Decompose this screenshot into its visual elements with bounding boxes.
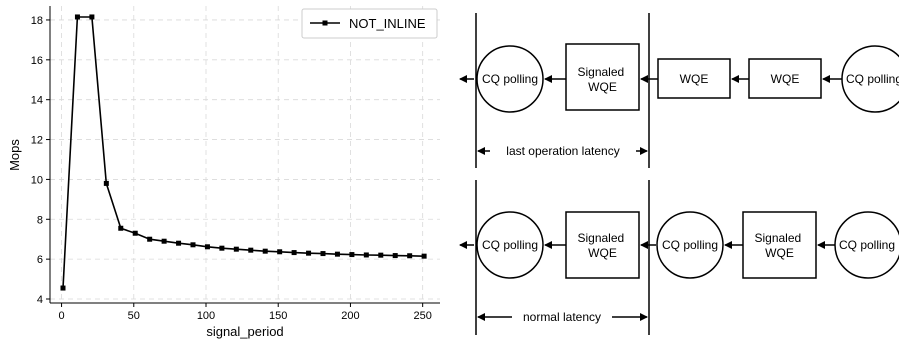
x-axis-title: signal_period [206,324,283,339]
y-tick-label: 10 [31,174,43,186]
data-point [103,180,109,186]
y-tick-label: 4 [37,294,43,306]
data-point [407,253,413,259]
top-wqe-label-1: WQE [680,72,709,86]
line-chart: 0 50 100 150 200 250 4 6 8 10 12 14 16 18 signal_peri… [7,6,440,339]
bottom-cq-polling-middle-label: CQ polling [662,238,718,252]
data-point [306,250,312,256]
data-point [74,14,80,20]
y-tick-label: 16 [31,55,43,67]
bottom-signaled-wqe-node-1 [565,211,640,279]
bottom-cq-polling-left-node [476,211,544,279]
data-point [60,285,66,291]
data-point [349,252,355,258]
top-cq-polling-left-label: CQ polling [482,72,538,86]
x-tick-label: 250 [413,310,431,322]
top-span-label: last operation latency [506,144,619,158]
diagram-labels: CQ polling Signaled WQE WQE WQE CQ polli… [482,65,899,324]
legend-box [301,8,438,39]
bottom-signaled-wqe-label-1: Signaled WQE [577,231,627,260]
data-point [363,252,369,258]
data-point [118,225,124,231]
top-signaled-wqe-node [565,43,640,111]
data-point [421,253,427,259]
data-point [291,250,297,256]
x-tick-label: 200 [341,310,359,322]
axes [49,6,440,304]
bottom-signaled-wqe-label-2: Signaled WQE [754,231,804,260]
series [60,14,427,291]
legend-label: NOT_INLINE [349,16,426,31]
x-tick-label: 0 [58,310,64,322]
data-point [378,252,384,258]
legend: NOT_INLINE [301,8,438,39]
data-point [334,251,340,257]
data-point [262,248,268,254]
x-tick-label: 50 [128,310,140,322]
top-cq-polling-right-label: CQ polling [846,72,899,86]
bottom-signaled-wqe-node-2 [742,211,817,279]
top-wqe-label-2: WQE [771,72,800,86]
data-point [204,244,210,250]
data-point [176,240,182,246]
ticks: 0 50 100 150 200 250 4 6 8 10 12 14 16 18 [31,15,432,322]
data-point [89,14,95,20]
y-axis-title: Mops [7,139,22,171]
bottom-span-label: normal latency [523,310,601,324]
x-tick-label: 100 [197,310,215,322]
legend-marker-sample [322,20,328,26]
x-tick-label: 150 [269,310,287,322]
y-tick-label: 6 [37,254,43,266]
data-point [392,253,398,259]
y-tick-label: 18 [31,15,43,27]
data-point [233,246,239,252]
top-cq-polling-left-node [476,45,544,113]
data-point [277,249,283,255]
grid [50,6,440,303]
latency-diagram [459,13,899,335]
y-tick-label: 8 [37,214,43,226]
y-tick-label: 12 [31,135,43,147]
data-point [320,251,326,257]
series-line-0 [62,16,425,289]
data-point [147,236,153,242]
bottom-cq-polling-left-label: CQ polling [482,238,538,252]
top-signaled-wqe-label: Signaled WQE [577,65,627,94]
data-point [190,242,196,248]
y-tick-label: 14 [31,95,43,107]
data-point [161,238,167,244]
data-point [248,247,254,253]
data-point [132,230,138,236]
data-point [219,245,225,251]
bottom-cq-polling-right-label: CQ polling [839,238,895,252]
bottom-cq-polling-middle-node [656,211,724,279]
